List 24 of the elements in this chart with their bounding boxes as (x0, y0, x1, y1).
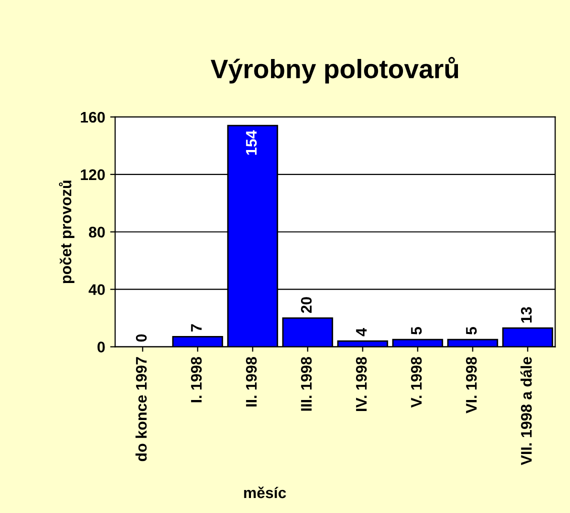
x-tick-label: VI. 1998 (466, 356, 477, 414)
x-tick-label: II. 1998 (246, 356, 257, 406)
y-tick-label: 160 (80, 112, 105, 123)
data-label: 20 (300, 297, 312, 313)
y-tick-label: 0 (98, 342, 105, 352)
x-tick-label: do konce 1997 (136, 357, 147, 462)
y-tick-label: 120 (80, 169, 105, 180)
x-tick-label: IV. 1998 (356, 356, 367, 411)
data-label: 7 (191, 324, 202, 332)
data-label: 5 (411, 326, 422, 335)
data-label: 5 (466, 326, 477, 335)
data-label: 154 (246, 130, 257, 155)
x-axis-title: měsíc (244, 486, 286, 498)
y-tick-label: 80 (88, 226, 105, 238)
x-tick-label: V. 1998 (410, 356, 422, 408)
data-label: 13 (520, 307, 532, 323)
data-label: 4 (356, 328, 367, 336)
x-tick-label: III. 1998 (300, 356, 312, 411)
y-axis-title: počet provozů (58, 180, 74, 284)
chart-title: Výrobny polotovarů (210, 56, 458, 84)
y-tick-label: 40 (88, 284, 105, 296)
x-tick-label: I. 1998 (190, 356, 202, 402)
x-tick-label: VII. 1998 a dále (520, 357, 532, 466)
data-label: 0 (136, 334, 147, 342)
